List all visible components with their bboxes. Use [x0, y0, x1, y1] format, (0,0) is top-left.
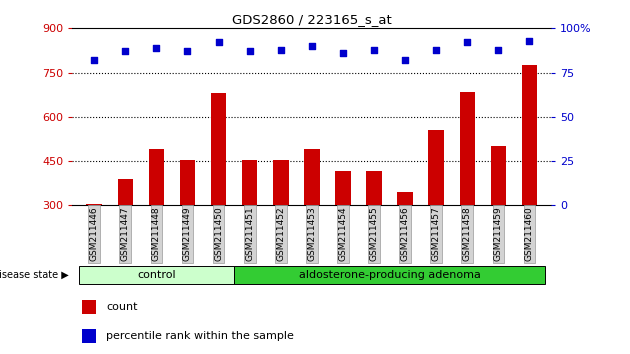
Point: [120, 48, 130, 54]
Text: GSM211450: GSM211450: [214, 206, 223, 261]
Text: GSM211447: GSM211447: [121, 206, 130, 261]
Point: [431, 47, 441, 52]
Bar: [86, 204, 102, 294]
Point: [151, 45, 161, 51]
Bar: [428, 130, 444, 294]
Point: [369, 47, 379, 52]
Title: GDS2860 / 223165_s_at: GDS2860 / 223165_s_at: [232, 13, 392, 26]
FancyBboxPatch shape: [234, 267, 545, 284]
Text: GSM211459: GSM211459: [494, 206, 503, 261]
Text: GSM211454: GSM211454: [338, 206, 347, 261]
Point: [524, 38, 534, 44]
Text: GSM211446: GSM211446: [89, 206, 99, 261]
Text: GSM211458: GSM211458: [463, 206, 472, 261]
Point: [462, 40, 472, 45]
Text: GSM211452: GSM211452: [277, 206, 285, 261]
Bar: [398, 192, 413, 294]
Bar: [211, 93, 226, 294]
Bar: [335, 171, 351, 294]
Point: [89, 57, 100, 63]
Bar: [118, 179, 133, 294]
Point: [493, 47, 503, 52]
Text: disease state ▶: disease state ▶: [0, 270, 69, 280]
Point: [400, 57, 410, 63]
Text: count: count: [106, 302, 137, 313]
Text: GSM211456: GSM211456: [401, 206, 410, 261]
Point: [338, 50, 348, 56]
Text: aldosterone-producing adenoma: aldosterone-producing adenoma: [299, 270, 481, 280]
FancyBboxPatch shape: [79, 267, 234, 284]
Point: [276, 47, 286, 52]
Point: [183, 48, 193, 54]
Point: [214, 40, 224, 45]
Bar: [522, 65, 537, 294]
Text: GSM211449: GSM211449: [183, 206, 192, 261]
Text: percentile rank within the sample: percentile rank within the sample: [106, 331, 294, 341]
Bar: [366, 171, 382, 294]
Bar: [304, 149, 319, 294]
Text: GSM211455: GSM211455: [370, 206, 379, 261]
Text: GSM211453: GSM211453: [307, 206, 316, 261]
Bar: [180, 160, 195, 294]
Point: [244, 48, 255, 54]
Bar: [242, 160, 258, 294]
Point: [307, 43, 317, 49]
Text: GSM211457: GSM211457: [432, 206, 441, 261]
Text: GSM211448: GSM211448: [152, 206, 161, 261]
Bar: [273, 160, 289, 294]
Bar: [149, 149, 164, 294]
Bar: [459, 92, 475, 294]
Bar: [82, 329, 96, 343]
Bar: [491, 146, 506, 294]
Text: control: control: [137, 270, 176, 280]
Bar: [82, 301, 96, 314]
Text: GSM211451: GSM211451: [245, 206, 254, 261]
Text: GSM211460: GSM211460: [525, 206, 534, 261]
